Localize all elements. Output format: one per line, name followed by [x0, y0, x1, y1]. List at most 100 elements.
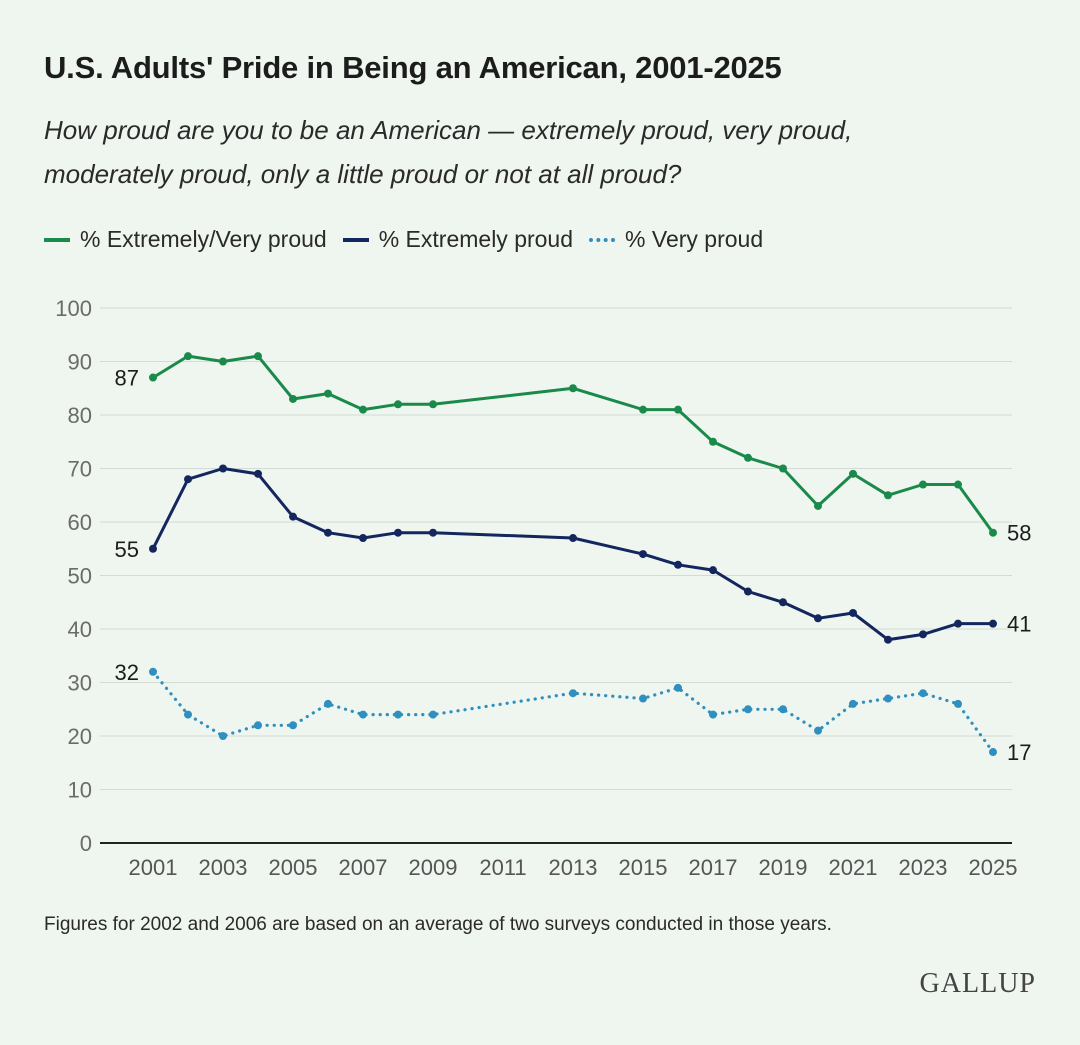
start-label-very: 32: [115, 660, 139, 685]
data-point-extremely-very-2001: [149, 373, 157, 382]
data-point-extremely-2013: [569, 534, 577, 543]
data-point-extremely-very-2015: [639, 405, 647, 414]
x-tick-label-2009: 2009: [409, 855, 458, 880]
data-point-very-2016: [674, 683, 682, 692]
data-point-extremely-2006: [324, 528, 332, 537]
data-point-very-2017: [709, 710, 717, 719]
data-point-extremely-2023: [919, 630, 927, 639]
subtitle-line-1: How proud are you to be an American — ex…: [44, 115, 853, 145]
data-point-very-2019: [779, 705, 787, 714]
data-point-extremely-very-2022: [884, 491, 892, 500]
legend-swatch-extremely: [342, 237, 369, 242]
data-point-extremely-very-2007: [359, 405, 367, 414]
data-point-very-2022: [884, 694, 892, 703]
legend-label-extremely-very: % Extremely/Very proud: [80, 226, 327, 252]
data-point-extremely-2021: [849, 608, 857, 617]
x-tick-label-2001: 2001: [129, 855, 178, 880]
legend-swatch-very: [589, 237, 616, 242]
x-tick-label-2019: 2019: [759, 855, 808, 880]
y-tick-label-30: 30: [68, 671, 92, 696]
data-point-extremely-2005: [289, 512, 297, 521]
data-point-very-2023: [919, 689, 927, 698]
legend-swatch-extremely-very: [44, 237, 70, 242]
legend-item-extremely: % Extremely proud: [342, 226, 574, 253]
legend-item-extremely-very: % Extremely/Very proud: [44, 226, 327, 253]
x-tick-label-2011: 2011: [479, 855, 526, 880]
y-tick-label-50: 50: [68, 564, 92, 589]
data-point-extremely-2003: [219, 464, 227, 473]
y-tick-label-80: 80: [68, 403, 92, 428]
legend-item-very: % Very proud: [589, 226, 763, 253]
data-point-extremely-very-2016: [674, 405, 682, 414]
data-point-extremely-2002: [184, 475, 192, 484]
y-tick-label-60: 60: [68, 510, 92, 535]
chart-legend: % Extremely/Very proud % Extremely proud…: [44, 226, 763, 253]
x-tick-label-2015: 2015: [619, 855, 668, 880]
data-point-very-2006: [324, 699, 332, 708]
data-point-extremely-2020: [814, 614, 822, 623]
data-point-extremely-very-2013: [569, 384, 577, 393]
start-label-extremely: 55: [115, 537, 139, 562]
data-point-extremely-2019: [779, 598, 787, 607]
data-point-very-2024: [954, 699, 962, 708]
data-point-very-2018: [744, 705, 752, 714]
x-tick-label-2023: 2023: [899, 855, 948, 880]
data-point-very-2003: [219, 732, 227, 740]
data-point-extremely-2008: [394, 528, 402, 537]
series-line-extremely-very: [151, 354, 995, 535]
data-point-extremely-very-2009: [429, 400, 437, 409]
data-point-extremely-very-2023: [919, 480, 927, 489]
data-point-very-2001: [149, 667, 157, 676]
y-tick-label-90: 90: [68, 350, 92, 375]
data-point-very-2004: [254, 721, 262, 730]
y-tick-label-100: 100: [55, 296, 92, 321]
data-point-very-2009: [429, 710, 437, 719]
series-line-extremely: [151, 467, 995, 642]
end-label-very: 17: [1007, 740, 1031, 765]
x-tick-label-2017: 2017: [689, 855, 738, 880]
data-point-extremely-very-2004: [254, 352, 262, 361]
end-label-extremely: 41: [1007, 612, 1031, 637]
data-point-extremely-2015: [639, 550, 647, 559]
data-point-very-2005: [289, 721, 297, 730]
data-point-very-2021: [849, 699, 857, 708]
data-point-extremely-very-2021: [849, 469, 857, 478]
data-point-extremely-very-2018: [744, 453, 752, 462]
subtitle-line-2: moderately proud, only a little proud or…: [44, 159, 682, 189]
series-line-very: [151, 670, 995, 754]
data-point-extremely-very-2017: [709, 437, 717, 446]
data-point-extremely-2001: [149, 544, 157, 553]
y-tick-label-10: 10: [68, 778, 92, 803]
data-point-very-2020: [814, 726, 822, 735]
chart-subtitle: How proud are you to be an American — ex…: [44, 108, 1044, 196]
data-point-very-2007: [359, 710, 367, 719]
y-tick-label-20: 20: [68, 724, 92, 749]
y-tick-label-0: 0: [80, 831, 92, 856]
data-point-extremely-very-2005: [289, 394, 297, 403]
x-tick-label-2025: 2025: [969, 855, 1018, 880]
chart-title: U.S. Adults' Pride in Being an American,…: [44, 50, 782, 85]
data-point-very-2008: [394, 710, 402, 719]
data-point-extremely-very-2008: [394, 400, 402, 409]
data-point-very-2002: [184, 710, 192, 719]
y-tick-label-70: 70: [68, 457, 92, 482]
x-tick-label-2003: 2003: [199, 855, 248, 880]
footnote: Figures for 2002 and 2006 are based on a…: [44, 914, 832, 935]
data-point-very-2025: [989, 748, 997, 757]
x-tick-label-2005: 2005: [269, 855, 318, 880]
data-point-extremely-2004: [254, 469, 262, 478]
data-point-extremely-2025: [989, 619, 997, 628]
data-point-extremely-2018: [744, 587, 752, 596]
data-point-extremely-very-2025: [989, 528, 997, 537]
y-tick-label-40: 40: [68, 617, 92, 642]
legend-label-extremely: % Extremely proud: [378, 226, 574, 252]
data-point-extremely-2024: [954, 619, 962, 628]
data-point-extremely-2022: [884, 635, 892, 644]
data-point-very-2013: [569, 689, 577, 698]
data-point-extremely-2007: [359, 534, 367, 543]
legend-label-very: % Very proud: [625, 226, 764, 252]
data-point-extremely-2017: [709, 566, 717, 575]
data-point-extremely-very-2002: [184, 352, 192, 361]
start-label-extremely-very: 87: [115, 366, 139, 391]
